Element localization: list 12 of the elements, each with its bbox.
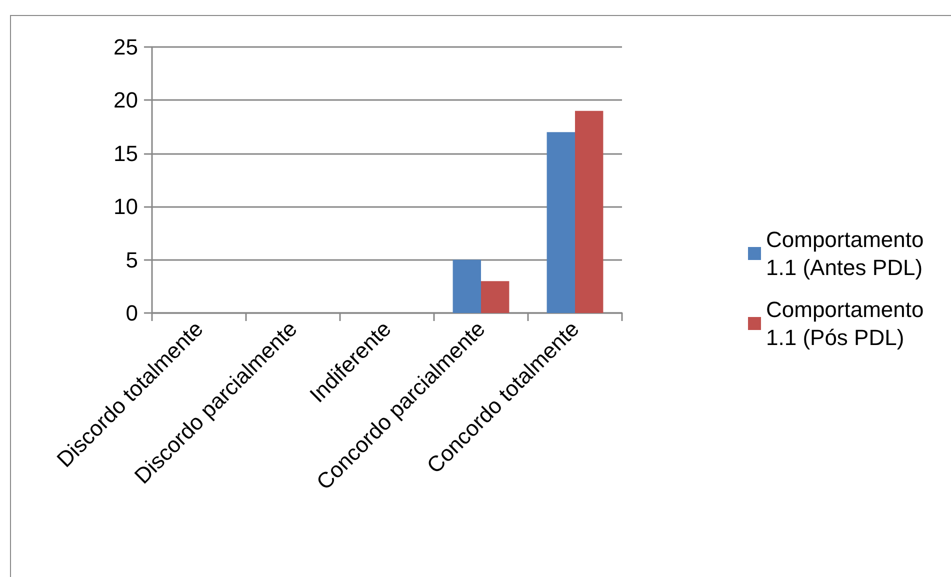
y-tick-label: 25 <box>114 34 138 60</box>
y-tick-label: 5 <box>126 247 138 272</box>
bar <box>575 110 604 313</box>
legend-label: Comportamento 1.1 (Pós PDL) <box>766 297 930 350</box>
bar <box>546 132 575 313</box>
bar <box>481 281 510 313</box>
legend-label: Comportamento 1.1 (Antes PDL) <box>766 227 930 280</box>
y-tick-label: 15 <box>114 140 138 166</box>
bar <box>452 260 481 313</box>
y-tick-label: 0 <box>126 300 138 326</box>
y-tick-label: 20 <box>114 88 138 113</box>
y-tick-label: 10 <box>114 194 138 220</box>
